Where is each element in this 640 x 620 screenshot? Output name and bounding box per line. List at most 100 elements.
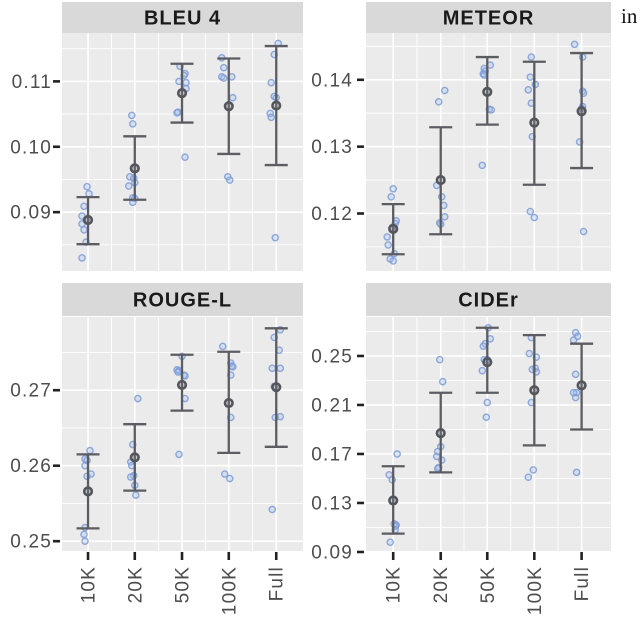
y-axis: 0.12 0.13 0.14 <box>311 70 364 225</box>
mean-point <box>271 382 282 393</box>
x-tick-label: 100K <box>525 566 546 615</box>
data-point <box>530 213 539 222</box>
y-tick-label: 0.25 <box>311 346 353 367</box>
data-point <box>268 364 277 373</box>
y-tick-label: 0.09 <box>311 542 353 563</box>
y-tick-label: 0.21 <box>311 395 353 416</box>
data-point <box>525 349 534 358</box>
data-point <box>571 328 580 337</box>
data-point <box>569 336 578 344</box>
y-tick-label: 0.10 <box>10 137 52 158</box>
mean-point <box>223 101 234 112</box>
y-axis: 0.25 0.26 0.27 <box>10 381 60 553</box>
mean-point <box>82 214 94 226</box>
data-point <box>383 233 391 241</box>
panel-bleu-4: BLEU 4 0.09 0.10 0.11 <box>10 2 303 271</box>
mean-errorbars <box>381 326 594 535</box>
panel-rouge-l: ROUGE-L 0.25 0.26 0.27 10K 20K 50K 100K Full <box>10 283 303 615</box>
data-point <box>527 53 536 61</box>
data-point <box>124 182 133 190</box>
panel-meteor: METEOR 0.12 0.13 0.14 <box>311 2 611 271</box>
mean-point <box>82 486 94 497</box>
mean-point <box>576 106 587 117</box>
x-tick-label: 50K <box>478 566 499 603</box>
y-tick-label: 0.13 <box>311 137 353 158</box>
data-point <box>225 176 234 184</box>
facet-title: BLEU 4 <box>144 8 221 30</box>
mean-point <box>435 174 446 186</box>
data-point <box>526 73 535 81</box>
data-point <box>128 120 137 128</box>
x-tick-label: 10K <box>384 566 405 603</box>
x-tick-label: Full <box>572 566 593 601</box>
data-point <box>393 450 401 458</box>
x-tick-label: 20K <box>125 566 146 603</box>
clipped-caption-fragment: in <box>621 4 638 28</box>
data-point <box>133 394 142 403</box>
data-point <box>487 106 496 114</box>
data-point <box>570 40 579 49</box>
data-point <box>387 192 395 201</box>
y-axis: 0.09 0.10 0.11 <box>10 72 60 224</box>
data-point <box>389 184 397 193</box>
data-point <box>438 377 447 386</box>
data-point <box>81 537 89 545</box>
mean-point <box>388 495 399 506</box>
facet-title: ROUGE-L <box>133 290 232 312</box>
data-point <box>440 86 449 95</box>
data-point <box>127 111 136 120</box>
data-point <box>228 93 237 102</box>
data-point <box>267 113 276 122</box>
mean-point <box>223 397 234 409</box>
data-point <box>174 368 182 376</box>
data-point <box>220 470 229 478</box>
data-point <box>571 370 580 379</box>
mean-point <box>176 88 188 99</box>
mean-point <box>576 380 587 391</box>
mean-point <box>529 385 540 396</box>
y-axis: 0.09 0.13 0.17 0.21 0.25 <box>311 346 364 563</box>
data-point <box>267 78 276 87</box>
mean-point <box>176 379 188 391</box>
data-point <box>386 538 394 546</box>
data-point <box>181 153 189 162</box>
mean-errorbars <box>381 51 594 256</box>
y-tick-label: 0.12 <box>311 204 353 225</box>
mean-point <box>482 356 493 368</box>
data-point <box>524 473 533 482</box>
data-point <box>218 342 227 351</box>
data-point <box>389 257 397 265</box>
mean-point <box>129 452 140 463</box>
y-tick-label: 0.11 <box>12 72 52 93</box>
facet-strip <box>366 283 611 316</box>
data-point <box>271 233 280 242</box>
y-tick-label: 0.25 <box>10 532 52 553</box>
y-tick-label: 0.26 <box>10 456 52 477</box>
facet-strip <box>62 283 303 316</box>
facet-strip <box>62 2 303 33</box>
data-point <box>80 530 88 539</box>
data-point <box>86 446 94 455</box>
y-tick-label: 0.13 <box>311 493 353 514</box>
data-point <box>482 413 491 422</box>
mean-point <box>482 86 493 97</box>
data-point <box>268 505 277 514</box>
data-point <box>529 466 538 474</box>
panel-background <box>366 317 611 551</box>
data-point <box>579 227 588 236</box>
mean-point <box>388 223 399 234</box>
data-point <box>219 74 228 82</box>
facet-title: CIDEr <box>458 290 519 312</box>
data-point <box>78 254 86 262</box>
data-point <box>478 161 487 170</box>
facet-title: METEOR <box>443 8 535 30</box>
data-point <box>384 241 392 249</box>
x-tick-label: 100K <box>219 566 240 615</box>
x-tick-label: 10K <box>79 566 100 603</box>
x-tick-label: Full <box>267 566 288 601</box>
data-point <box>175 450 183 459</box>
data-point <box>80 226 88 234</box>
data-point <box>80 202 88 211</box>
y-tick-label: 0.17 <box>311 444 353 465</box>
